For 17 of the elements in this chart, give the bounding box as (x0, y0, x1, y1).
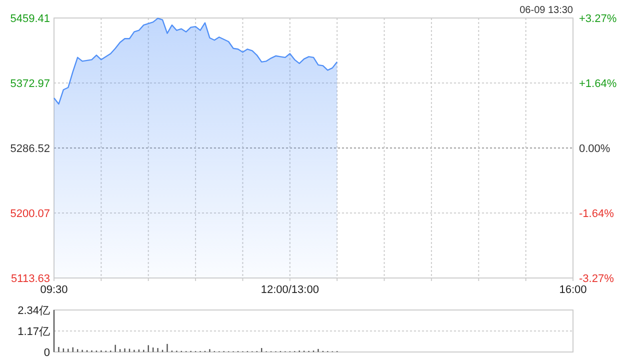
y-tick-label: 5372.97 (10, 78, 50, 90)
x-tick-label: 12:00/13:00 (260, 284, 319, 296)
y2-tick-label: +3.27% (579, 13, 617, 25)
text: 06-09 13:30 (520, 5, 574, 16)
y2-tick-label: -1.64% (579, 208, 614, 220)
y-tick-label: 5200.07 (10, 208, 50, 220)
y2-tick-label: +1.64% (579, 78, 617, 90)
y2-tick-label: -3.27% (579, 273, 614, 285)
y-tick-label: 0 (44, 347, 50, 359)
y2-tick-label: 0.00% (579, 143, 610, 155)
y-tick-label: 5113.63 (11, 273, 50, 285)
x-tick-label: 09:30 (40, 284, 68, 296)
y-tick-label: 5459.41 (10, 13, 50, 25)
y-tick-label: 5286.52 (10, 143, 50, 155)
x-tick-label: 16:00 (559, 284, 587, 296)
y-tick-label: 2.34亿 (18, 305, 50, 317)
y-tick-label: 1.17亿 (18, 326, 50, 338)
